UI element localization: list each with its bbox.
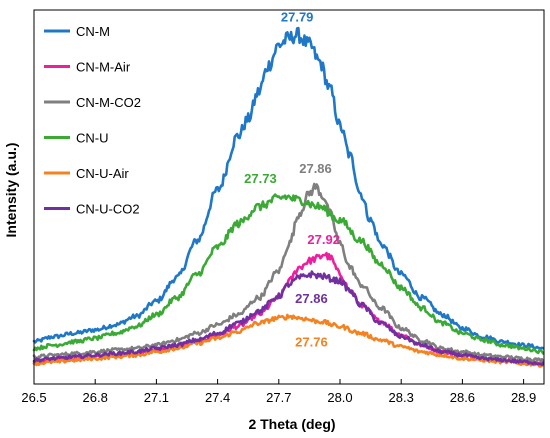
x-tick-label: 26.8 [83,390,108,405]
series-line-cn-u [32,193,545,355]
y-axis-title: Intensity (a.u.) [3,143,19,238]
series-layer [32,26,545,368]
series-line-cn-m [32,26,545,350]
x-tick-label: 28.3 [389,390,414,405]
legend-label: CN-U-Air [76,166,129,181]
peak-labels: 27.79 27.92 27.86 27.73 27.76 27.86 [244,9,340,349]
x-tick-label: 27.4 [205,390,230,405]
x-axis-title: 2 Theta (deg) [248,416,335,432]
series-line-cn-m-air [32,251,545,366]
axes: 26.5 26.8 27.1 27.4 27.7 28.0 28.3 28.6 28.9 [21,9,545,405]
legend-label: CN-U [76,131,109,146]
x-tick-label: 28.6 [450,390,475,405]
legend-label: CN-U-CO2 [76,202,140,217]
x-tick-label: 27.1 [144,390,169,405]
plot-frame [33,9,545,385]
peak-label-cn-u-air: 27.76 [295,335,328,350]
legend-item: CN-U-CO2 [44,202,140,217]
x-tick-label: 27.7 [266,390,291,405]
legend: CN-M CN-M-Air CN-M-CO2 CN-U CN-U-Air CN-U-CO2 [44,24,141,217]
peak-label-cn-u-co2: 27.86 [295,291,328,306]
legend-item: CN-M-Air [44,60,131,75]
legend-item: CN-U-Air [44,166,129,181]
x-tick-label: 28.9 [511,390,536,405]
x-tick-label: 28.0 [327,390,352,405]
legend-item: CN-M-CO2 [44,95,141,110]
legend-item: CN-M [44,24,110,39]
x-tick-label: 26.5 [21,390,46,405]
peak-label-cn-m-air: 27.92 [307,232,340,247]
legend-label: CN-M-CO2 [76,95,141,110]
legend-label: CN-M-Air [76,60,131,75]
legend-item: CN-U [44,131,109,146]
legend-label: CN-M [76,24,110,39]
peak-label-cn-m: 27.79 [281,9,314,24]
series-line-cn-u-co2 [32,270,545,367]
series-line-cn-u-air [32,313,545,368]
peak-label-cn-u: 27.73 [244,171,277,186]
peak-label-cn-m-co2: 27.86 [299,161,332,176]
series-line-cn-m-co2 [32,182,545,363]
